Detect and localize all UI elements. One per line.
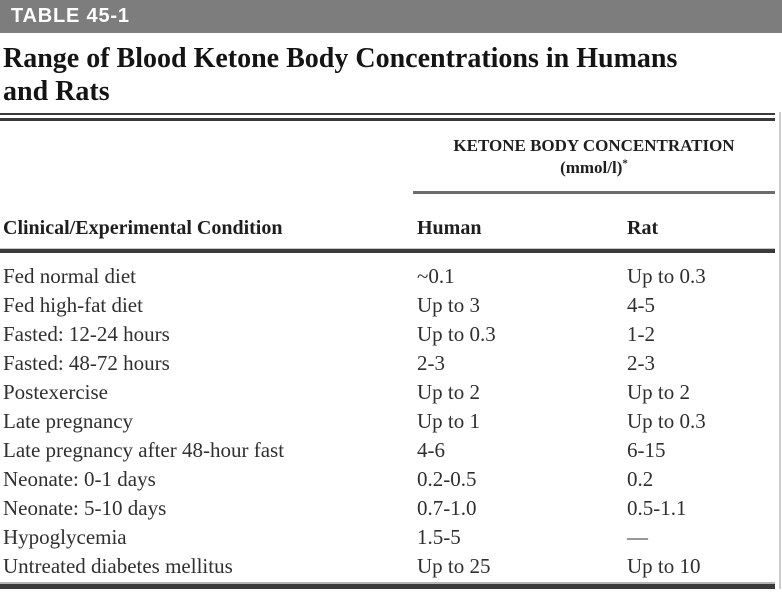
spanner-unit-line: (mmol/l)* (413, 157, 775, 179)
condition-cell: Neonate: 0-1 days (3, 467, 156, 491)
human-value-cell: Up to 1 (417, 409, 480, 433)
unit-label: (mmol/l) (560, 158, 623, 177)
human-value-cell: 1.5-5 (417, 525, 461, 549)
table-title: Range of Blood Ketone Body Concentration… (0, 33, 782, 113)
human-value-cell: 0.7-1.0 (417, 496, 477, 520)
human-value-cell: Up to 0.3 (417, 322, 496, 346)
column-header-row: Clinical/Experimental Condition Human Ra… (0, 194, 782, 248)
condition-cell: Untreated diabetes mellitus (3, 554, 233, 578)
condition-cell: Postexercise (3, 380, 108, 404)
rat-value-cell: 1-2 (627, 322, 655, 346)
unit-footnote-marker: * (622, 157, 628, 170)
table-row: Fasted: 48-72 hours 2-3 2-3 (0, 349, 782, 378)
scan-edge-artifact (779, 112, 781, 589)
condition-cell: Fasted: 48-72 hours (3, 351, 170, 375)
column-header-human: Human (417, 217, 482, 239)
rat-value-cell: Up to 0.3 (627, 409, 706, 433)
column-header-rat: Rat (627, 217, 659, 239)
header-separator-rule (0, 248, 775, 253)
condition-cell: Fed high-fat diet (3, 293, 143, 317)
top-rule (0, 113, 775, 121)
rat-value-cell: 4-5 (627, 293, 655, 317)
human-value-cell: Up to 25 (417, 554, 491, 578)
condition-cell: Fed normal diet (3, 264, 136, 288)
rat-value-cell: — (627, 525, 648, 549)
human-value-cell: 0.2-0.5 (417, 467, 477, 491)
table-row: Neonate: 5-10 days 0.7-1.0 0.5-1.1 (0, 494, 782, 523)
rat-value-cell: 0.2 (627, 467, 654, 491)
condition-cell: Late pregnancy after 48-hour fast (3, 438, 285, 462)
table-row: Postexercise Up to 2 Up to 2 (0, 378, 782, 407)
table-title-line-1: Range of Blood Ketone Body Concentration… (3, 43, 678, 74)
table-row: Fasted: 12-24 hours Up to 0.3 1-2 (0, 320, 782, 349)
table-row: Fed high-fat diet Up to 3 4-5 (0, 291, 782, 320)
spanner-header: KETONE BODY CONCENTRATION (mmol/l)* (413, 121, 775, 194)
table-row: Fed normal diet ~0.1 Up to 0.3 (0, 262, 782, 291)
table-row: Neonate: 0-1 days 0.2-0.5 0.2 (0, 465, 782, 494)
spanner-empty-cell (0, 121, 413, 194)
human-value-cell: ~0.1 (417, 264, 455, 288)
table-body: Fed normal diet ~0.1 Up to 0.3 Fed high-… (0, 253, 782, 581)
table-row: Untreated diabetes mellitus Up to 25 Up … (0, 552, 782, 581)
condition-cell: Fasted: 12-24 hours (3, 322, 170, 346)
table-number-label: TABLE 45-1 (11, 5, 130, 27)
human-value-cell: 4-6 (417, 438, 445, 462)
table-row: Late pregnancy Up to 1 Up to 0.3 (0, 407, 782, 436)
human-value-cell: Up to 2 (417, 380, 480, 404)
column-header-condition: Clinical/Experimental Condition (3, 217, 283, 239)
spanner-header-title: KETONE BODY CONCENTRATION (453, 136, 735, 155)
table-row: Late pregnancy after 48-hour fast 4-6 6-… (0, 436, 782, 465)
human-value-cell: 2-3 (417, 351, 445, 375)
human-value-cell: Up to 3 (417, 293, 480, 317)
rat-value-cell: Up to 10 (627, 554, 701, 578)
bottom-rule (0, 582, 775, 589)
condition-cell: Neonate: 5-10 days (3, 496, 167, 520)
table-number-bar: TABLE 45-1 (0, 0, 782, 33)
rat-value-cell: Up to 0.3 (627, 264, 706, 288)
rat-value-cell: 6-15 (627, 438, 666, 462)
table-title-line-2: and Rats (3, 76, 110, 107)
rat-value-cell: 2-3 (627, 351, 655, 375)
spanner-header-row: KETONE BODY CONCENTRATION (mmol/l)* (0, 121, 782, 194)
table-row: Hypoglycemia 1.5-5 — (0, 523, 782, 552)
rat-value-cell: Up to 2 (627, 380, 690, 404)
rat-value-cell: 0.5-1.1 (627, 496, 687, 520)
condition-cell: Hypoglycemia (3, 525, 127, 549)
condition-cell: Late pregnancy (3, 409, 134, 433)
